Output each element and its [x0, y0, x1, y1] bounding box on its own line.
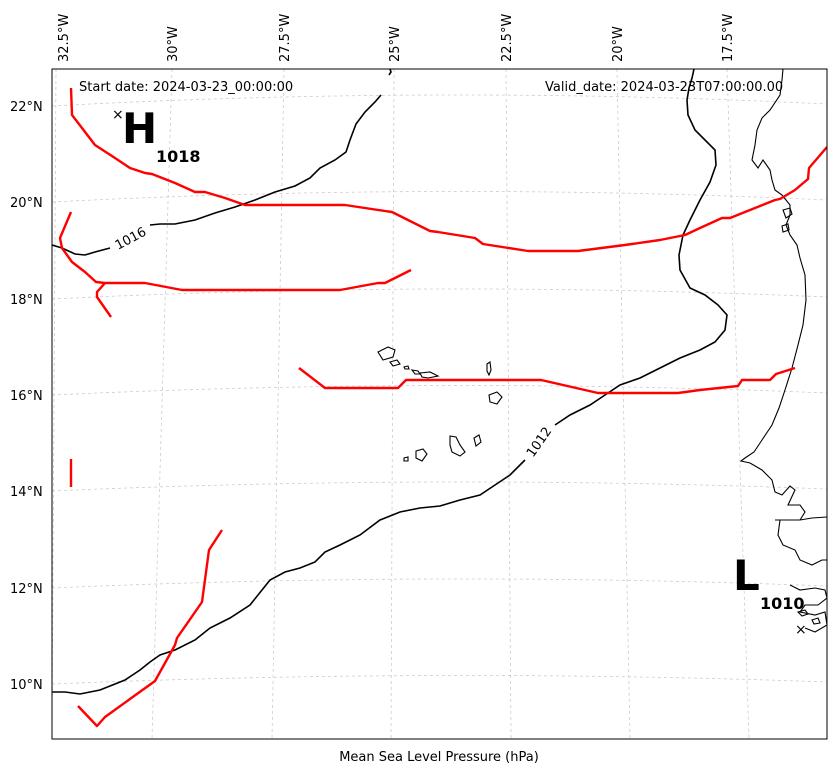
lat-label: 16°N	[10, 389, 43, 404]
island-boa-vista	[488, 391, 503, 405]
plot-frame	[51, 68, 828, 740]
front-south	[298, 366, 796, 395]
lon-label: 20°W	[611, 26, 626, 62]
longitude-labels: 32.5°W 30°W 27.5°W 25°W 22.5°W 20°W 17.5…	[57, 14, 736, 62]
low-marker-icon: ×	[795, 622, 807, 638]
lat-label: 10°N	[10, 678, 43, 693]
island-sal	[486, 361, 492, 377]
isobar-1012-line	[52, 69, 728, 695]
fronts	[58, 87, 827, 728]
coastlines	[739, 69, 827, 633]
isobar-label-1016: 1016	[113, 225, 149, 254]
isobar-1016-right	[388, 69, 392, 76]
lon-label: 27.5°W	[278, 14, 293, 62]
isobar-1016-line	[52, 94, 382, 256]
front-middle	[58, 211, 412, 292]
isobars	[52, 69, 728, 695]
island-sao-vicente	[389, 359, 401, 367]
lat-label: 12°N	[10, 582, 43, 597]
grid-line-lat-16	[52, 385, 827, 396]
front-southwest	[77, 529, 224, 728]
grid-line-lon-30	[151, 69, 173, 739]
guinea-coast	[789, 584, 827, 633]
grid-line-lon-32-5	[52, 69, 57, 739]
grid-line-lon-17-5	[726, 69, 750, 739]
lat-label: 14°N	[10, 485, 43, 500]
island-brava	[403, 456, 409, 462]
latitude-labels: 22°N 20°N 18°N 16°N 14°N 12°N 10°N	[10, 100, 43, 693]
high-value: 1018	[156, 147, 201, 166]
grid-line-lon-20	[616, 69, 631, 739]
low-letter: L	[733, 551, 760, 600]
grid-line-lon-22-5	[505, 69, 512, 739]
high-marker-icon: ×	[112, 107, 124, 123]
lon-label: 32.5°W	[57, 14, 72, 62]
graticule	[52, 69, 827, 739]
lon-label: 30°W	[166, 26, 181, 62]
island-fogo	[415, 448, 428, 462]
lon-label: 17.5°W	[721, 14, 736, 62]
bissagos-islands	[796, 609, 821, 625]
island-sao-nicolau	[410, 369, 440, 379]
cape-verde-islands	[377, 346, 503, 462]
grid-line-lat-12	[52, 578, 827, 589]
grid-line-lat-14	[52, 481, 827, 492]
island-santa-luzia	[403, 365, 410, 370]
front-north	[69, 87, 827, 253]
low-pressure-center: L 1010 ×	[733, 551, 807, 638]
grid-line-lat-18	[52, 288, 827, 300]
lat-label: 22°N	[10, 100, 43, 115]
grid-line-lat-22	[52, 94, 827, 107]
high-letter: H	[122, 104, 157, 153]
island-santiago	[449, 435, 466, 457]
lon-label: 25°W	[388, 26, 403, 62]
grid-line-lat-10	[52, 675, 827, 685]
grid-line-lat-20	[52, 191, 827, 203]
grid-line-lon-25	[390, 69, 395, 739]
low-value: 1010	[760, 594, 805, 613]
start-date-label: Start date: 2024-03-23_00:00:00	[79, 80, 293, 95]
canary-islands	[781, 207, 793, 233]
high-pressure-center: × H 1018	[112, 104, 201, 166]
gambia-coast	[775, 516, 827, 521]
lat-label: 20°N	[10, 196, 43, 211]
grid-line-lon-27-5	[271, 69, 285, 739]
front-middle-branch	[95, 282, 112, 318]
island-maio	[473, 434, 482, 447]
map-caption: Mean Sea Level Pressure (hPa)	[339, 750, 539, 765]
island-santo-antao	[377, 346, 396, 361]
lon-label: 22.5°W	[500, 14, 515, 62]
africa-coastline	[739, 69, 827, 566]
isobar-label-1012: 1012	[524, 425, 555, 461]
valid-date-label: Valid_date: 2024-03-23T07:00:00.00	[545, 80, 783, 95]
lat-label: 18°N	[10, 293, 43, 308]
